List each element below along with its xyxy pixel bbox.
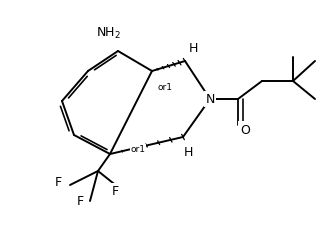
Text: N: N [205,93,215,106]
Text: O: O [240,123,250,136]
Text: F: F [54,176,61,189]
Text: H: H [188,41,198,54]
Text: H: H [183,145,193,158]
Text: NH$_2$: NH$_2$ [96,25,121,40]
Text: F: F [76,195,84,208]
Text: or1: or1 [131,145,146,154]
Text: or1: or1 [158,82,172,91]
Text: F: F [112,185,119,198]
